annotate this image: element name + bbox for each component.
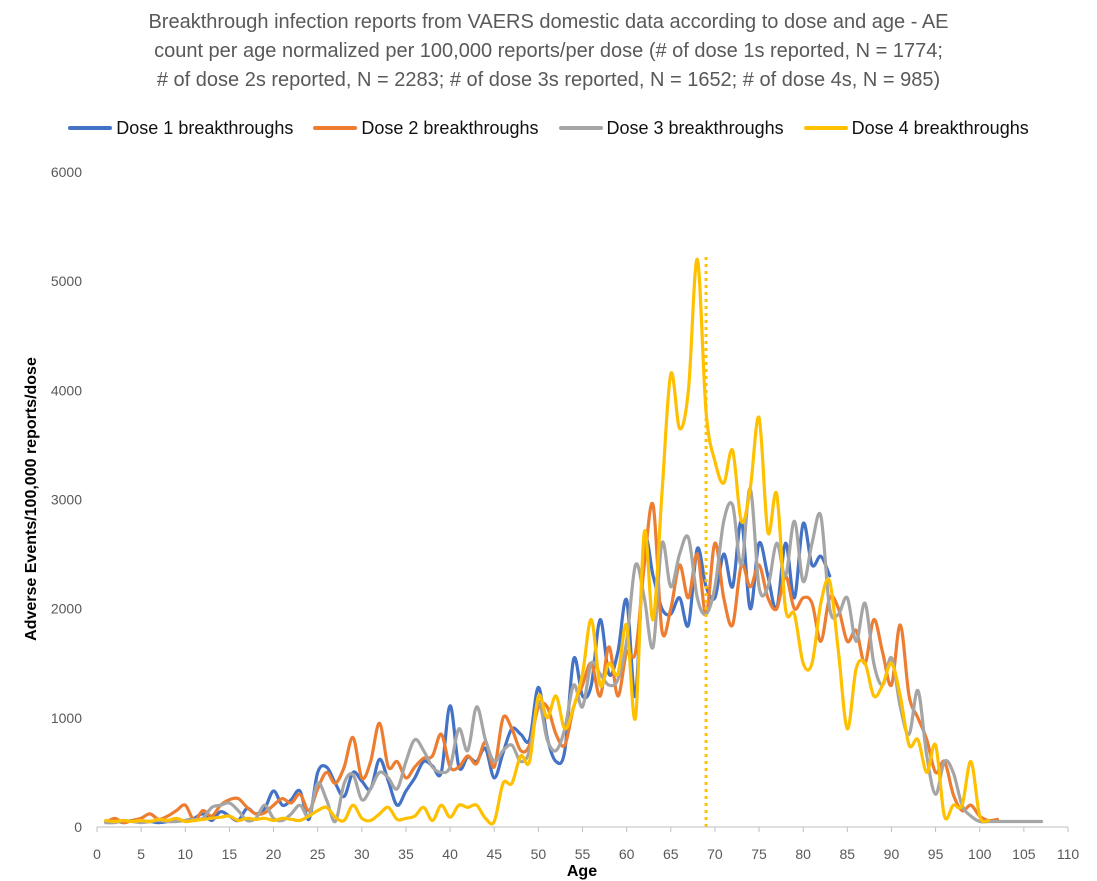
y-axis-title: Adverse Events/100,000 reports/dose bbox=[23, 357, 40, 641]
y-tick-label: 5000 bbox=[51, 273, 82, 289]
x-tick-label: 20 bbox=[266, 846, 282, 862]
y-tick-label: 1000 bbox=[51, 710, 82, 726]
chart-title: Breakthrough infection reports from VAER… bbox=[0, 8, 1097, 95]
y-tick-label: 0 bbox=[74, 819, 82, 835]
x-tick-label: 10 bbox=[177, 846, 193, 862]
x-tick-label: 105 bbox=[1012, 846, 1036, 862]
x-axis-title: Age bbox=[567, 863, 597, 880]
legend-swatch-dose-3 bbox=[558, 126, 603, 130]
x-tick-label: 100 bbox=[968, 846, 992, 862]
y-tick-label: 6000 bbox=[51, 164, 82, 180]
x-tick-label: 110 bbox=[1057, 846, 1080, 862]
x-tick-label: 70 bbox=[707, 846, 723, 862]
axis-layer: 0 5 10 15 20 25 30 35 40 45 50 55 60 65 70 75 80 85 90 95 10… bbox=[51, 164, 1080, 862]
series-line-dose-4 bbox=[104, 257, 991, 826]
x-tick-label: 55 bbox=[575, 846, 591, 862]
x-tick-label: 40 bbox=[442, 846, 458, 862]
legend-swatch-dose-2 bbox=[313, 126, 358, 130]
chart-legend: Dose 1 breakthroughs Dose 2 breakthrough… bbox=[0, 116, 1097, 140]
x-tick-label: 95 bbox=[928, 846, 944, 862]
legend-label-dose-3: Dose 3 breakthroughs bbox=[606, 117, 784, 138]
x-tick-label: 25 bbox=[310, 846, 326, 862]
x-tick-label: 80 bbox=[795, 846, 811, 862]
legend-label-dose-2: Dose 2 breakthroughs bbox=[361, 117, 539, 138]
chart-title-line-3: # of dose 2s reported, N = 2283; # of do… bbox=[156, 69, 941, 91]
legend-item-dose-4: Dose 4 breakthroughs bbox=[803, 116, 1029, 140]
x-tick-label: 15 bbox=[222, 846, 238, 862]
x-tick-label: 45 bbox=[486, 846, 502, 862]
x-tick-label: 0 bbox=[93, 846, 101, 862]
x-tick-label: 65 bbox=[663, 846, 679, 862]
legend-item-dose-1: Dose 1 breakthroughs bbox=[68, 116, 293, 140]
x-tick-label: 50 bbox=[531, 846, 547, 862]
legend-item-dose-3: Dose 3 breakthroughs bbox=[558, 116, 784, 140]
series-layer bbox=[104, 253, 1044, 827]
x-tick-label: 85 bbox=[840, 846, 856, 862]
chart-title-line-2: count per age normalized per 100,000 rep… bbox=[154, 40, 943, 62]
legend-label-dose-1: Dose 1 breakthroughs bbox=[116, 117, 294, 138]
legend-swatch-dose-1 bbox=[68, 126, 113, 130]
y-tick-label: 4000 bbox=[51, 382, 82, 398]
series-line-dose-2 bbox=[104, 501, 999, 825]
chart-title-line-1: Breakthrough infection reports from VAER… bbox=[148, 11, 949, 33]
x-tick-label: 5 bbox=[137, 846, 145, 862]
legend-swatch-dose-4 bbox=[803, 126, 848, 130]
y-tick-label: 2000 bbox=[51, 601, 82, 617]
x-tick-label: 90 bbox=[884, 846, 900, 862]
x-tick-label: 60 bbox=[619, 846, 635, 862]
legend-label-dose-4: Dose 4 breakthroughs bbox=[851, 117, 1029, 138]
series-line-dose-3 bbox=[104, 486, 1044, 825]
legend-item-dose-2: Dose 2 breakthroughs bbox=[313, 116, 539, 140]
x-tick-label: 75 bbox=[751, 846, 767, 862]
x-tick-label: 35 bbox=[398, 846, 414, 862]
y-tick-label: 3000 bbox=[51, 492, 82, 508]
x-tick-label: 30 bbox=[354, 846, 370, 862]
